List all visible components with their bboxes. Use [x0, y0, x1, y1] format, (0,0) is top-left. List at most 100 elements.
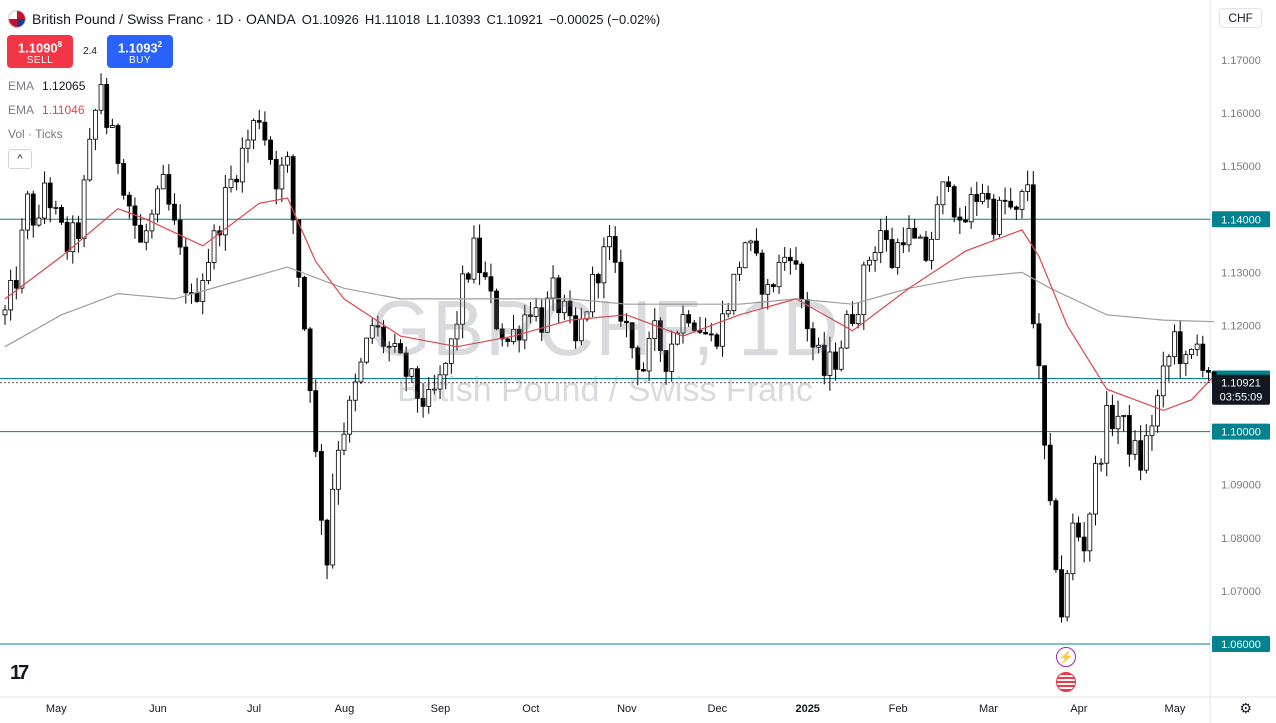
candle-body	[115, 125, 121, 164]
collapse-legend-button[interactable]: ^	[8, 149, 32, 169]
y-tick-label: 1.12000	[1221, 320, 1261, 332]
candle-body	[957, 216, 963, 221]
lightning-event-icon[interactable]: ⚡	[1056, 647, 1076, 667]
candle-body	[629, 322, 635, 349]
candle-body	[465, 273, 471, 280]
settings-gear-icon[interactable]: ⚙	[1239, 700, 1252, 716]
candle-body	[827, 351, 833, 376]
candle-body	[787, 256, 793, 262]
y-tick-label: 1.15000	[1221, 161, 1261, 173]
currency-selector[interactable]: CHF	[1219, 8, 1262, 28]
candle-body	[431, 388, 437, 391]
candle-body	[980, 192, 985, 202]
x-tick-label: Feb	[889, 703, 908, 715]
candle-body	[2, 309, 8, 316]
ema2-value: 1.11046	[42, 103, 85, 117]
candle-body	[946, 181, 951, 187]
candle-body	[347, 399, 353, 435]
candle-body	[991, 198, 997, 235]
candle-body	[104, 84, 110, 128]
x-tick-label: Nov	[617, 703, 637, 715]
candle-body	[556, 277, 562, 314]
candle-body	[691, 322, 697, 331]
candle-body	[658, 320, 663, 351]
candle-body	[1002, 199, 1008, 202]
candle-body	[1019, 191, 1025, 210]
ema-fast-line	[4, 197, 1215, 412]
y-tick-label: 1.09000	[1221, 480, 1261, 492]
candle-body	[239, 147, 245, 183]
ohlc-change: −0.00025 (−0.02%)	[548, 11, 661, 27]
candle-body	[618, 261, 624, 322]
candle-body	[1132, 440, 1138, 455]
bar-countdown-label: 03:55:09	[1220, 392, 1263, 404]
candle-body	[268, 139, 273, 160]
candle-body	[844, 314, 850, 349]
watermark-name: British Pound / Swiss Franc	[397, 371, 813, 409]
buy-price-pip: 2	[157, 40, 163, 49]
candle-body	[1155, 395, 1160, 427]
candle-body	[968, 194, 974, 223]
candle-body	[1200, 343, 1206, 371]
ohlc-close: C1.10921	[486, 11, 543, 27]
tradingview-logo[interactable]: 17	[10, 662, 29, 684]
y-tick-label: 1.13000	[1221, 267, 1261, 279]
ema-legend-1[interactable]: EMA 1.12065	[8, 79, 85, 93]
ema-legend-2[interactable]: EMA 1.11046	[8, 103, 85, 117]
candle-body	[36, 217, 42, 226]
candle-body	[352, 381, 358, 401]
candle-body	[680, 314, 686, 334]
sell-button[interactable]: 1.10908 SELL	[7, 35, 73, 68]
candle-body	[595, 273, 601, 284]
level-label-0: 1.14000	[1221, 214, 1261, 226]
candle-body	[861, 264, 867, 316]
candle-body	[974, 194, 980, 202]
candle-body	[42, 182, 47, 219]
candle-body	[70, 222, 76, 253]
uk-flag-event-icon[interactable]	[1056, 672, 1076, 692]
x-tick-label: Oct	[522, 703, 539, 715]
candle-body	[1013, 206, 1019, 210]
x-tick-label: Jun	[149, 703, 167, 715]
sell-price-pip: 8	[57, 40, 63, 49]
candle-body	[641, 369, 646, 372]
volume-legend[interactable]: Vol · Ticks	[8, 127, 63, 141]
sell-label: SELL	[26, 55, 54, 67]
candle-body	[646, 338, 652, 372]
last-price-label: 1.10921	[1221, 378, 1261, 390]
buy-button[interactable]: 1.10932 BUY	[107, 35, 173, 68]
x-tick-label: 2025	[795, 703, 819, 715]
candle-body	[567, 300, 573, 317]
candle-body	[1076, 522, 1081, 538]
candle-body	[607, 236, 612, 248]
level-tag-2	[1212, 423, 1270, 440]
level-label-2: 1.10000	[1221, 427, 1261, 439]
candle-body	[900, 242, 906, 246]
candle-body	[403, 352, 409, 377]
candle-body	[1115, 415, 1121, 430]
candle-body	[251, 120, 257, 141]
symbol-title[interactable]: British Pound / Swiss Franc · 1D · OANDA	[32, 11, 296, 27]
candle-body	[561, 300, 567, 314]
chart-header: British Pound / Swiss Franc · 1D · OANDA…	[8, 8, 660, 30]
candle-body	[166, 174, 172, 205]
ohlc-open: O1.10926	[301, 11, 359, 27]
candle-body	[307, 328, 313, 391]
candle-body	[364, 337, 370, 363]
candle-body	[386, 345, 392, 348]
candle-body	[76, 222, 81, 240]
candle-body	[443, 362, 449, 376]
candle-body	[573, 315, 579, 342]
candle-body	[454, 323, 460, 340]
buy-label: BUY	[128, 55, 152, 67]
x-tick-label: Apr	[1070, 703, 1087, 715]
candle-body	[742, 242, 748, 269]
candle-body	[934, 204, 940, 240]
candle-body	[601, 246, 607, 284]
candle-body	[1059, 569, 1064, 618]
candle-body	[1149, 425, 1155, 437]
candle-body	[143, 230, 149, 243]
candle-body	[98, 84, 104, 111]
candle-body	[285, 156, 290, 166]
